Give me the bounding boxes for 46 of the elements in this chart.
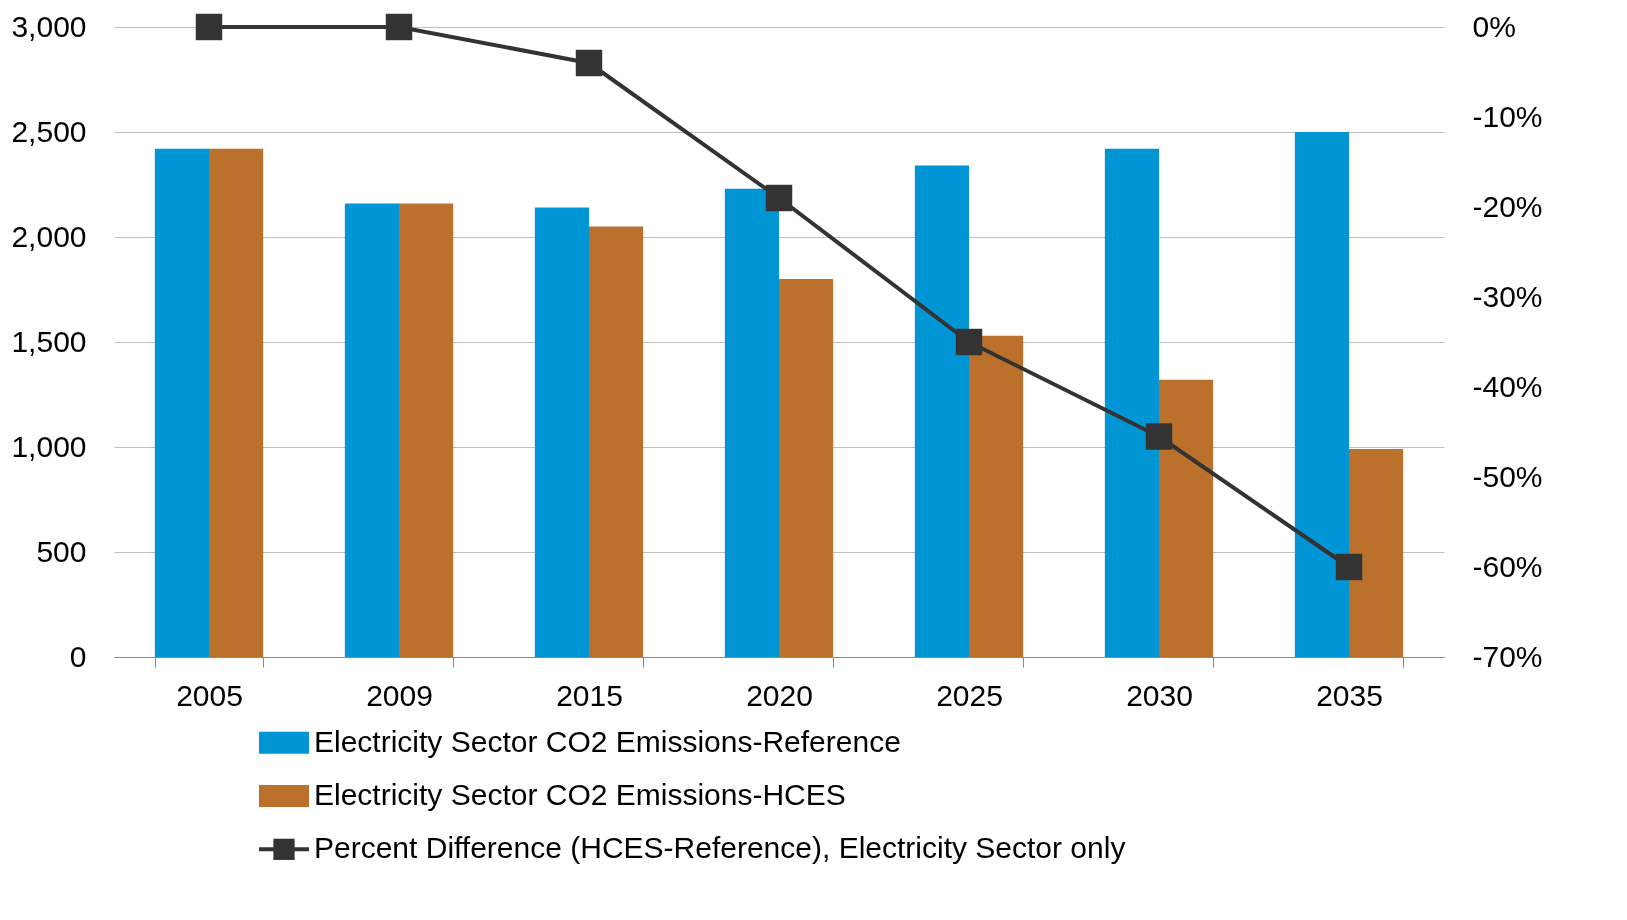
bar bbox=[1159, 379, 1214, 657]
y2-tick-label: -50% bbox=[1472, 459, 1543, 493]
bar bbox=[344, 203, 399, 657]
point bbox=[385, 13, 413, 41]
y-tick-label: 1,000 bbox=[11, 429, 87, 463]
bar bbox=[779, 279, 834, 657]
y2-tick-label: -40% bbox=[1472, 369, 1543, 403]
bar bbox=[914, 165, 969, 657]
point bbox=[575, 49, 603, 77]
x-tick-label: 2015 bbox=[556, 678, 623, 712]
bar bbox=[1294, 132, 1349, 657]
y-tick-label: 2,000 bbox=[11, 219, 87, 253]
y-tick-label: 2,500 bbox=[11, 114, 87, 148]
bar bbox=[724, 188, 779, 657]
y2-tick-label: -10% bbox=[1472, 99, 1543, 133]
legend-label: Percent Difference (HCES-Reference), Electricity Sector only bbox=[314, 831, 1126, 865]
bar bbox=[1349, 449, 1404, 657]
x-tick-label: 2009 bbox=[366, 678, 433, 712]
x-tick-label: 2020 bbox=[746, 678, 813, 712]
bar bbox=[209, 148, 264, 657]
legend-label: Electricity Sector CO2 Emissions-Reference bbox=[314, 724, 901, 758]
y-tick-label: 3,000 bbox=[11, 9, 87, 43]
legend-label: Electricity Sector CO2 Emissions-HCES bbox=[314, 778, 846, 811]
bar bbox=[1104, 148, 1159, 657]
x-tick-label: 2025 bbox=[936, 678, 1003, 712]
point bbox=[195, 13, 223, 41]
point bbox=[1145, 423, 1173, 450]
y-tick-label: 500 bbox=[36, 534, 87, 568]
y-tick-label: 1,500 bbox=[11, 324, 87, 358]
point bbox=[1335, 553, 1363, 581]
y2-tick-label: -60% bbox=[1472, 549, 1543, 583]
point bbox=[955, 328, 983, 356]
bar bbox=[534, 207, 589, 657]
y2-tick-label: -30% bbox=[1472, 279, 1543, 313]
bar bbox=[399, 203, 454, 657]
bar bbox=[154, 148, 209, 657]
y2-tick-label: 0% bbox=[1472, 9, 1516, 43]
x-tick-label: 2005 bbox=[176, 678, 243, 712]
x-tick-label: 2035 bbox=[1316, 678, 1383, 712]
point bbox=[765, 184, 793, 212]
bar bbox=[969, 335, 1024, 657]
bar bbox=[589, 226, 644, 657]
y-tick-label: 0 bbox=[69, 639, 87, 673]
y2-tick-label: -20% bbox=[1472, 189, 1543, 223]
x-tick-label: 2030 bbox=[1126, 678, 1193, 712]
y2-tick-label: -70% bbox=[1472, 639, 1543, 673]
